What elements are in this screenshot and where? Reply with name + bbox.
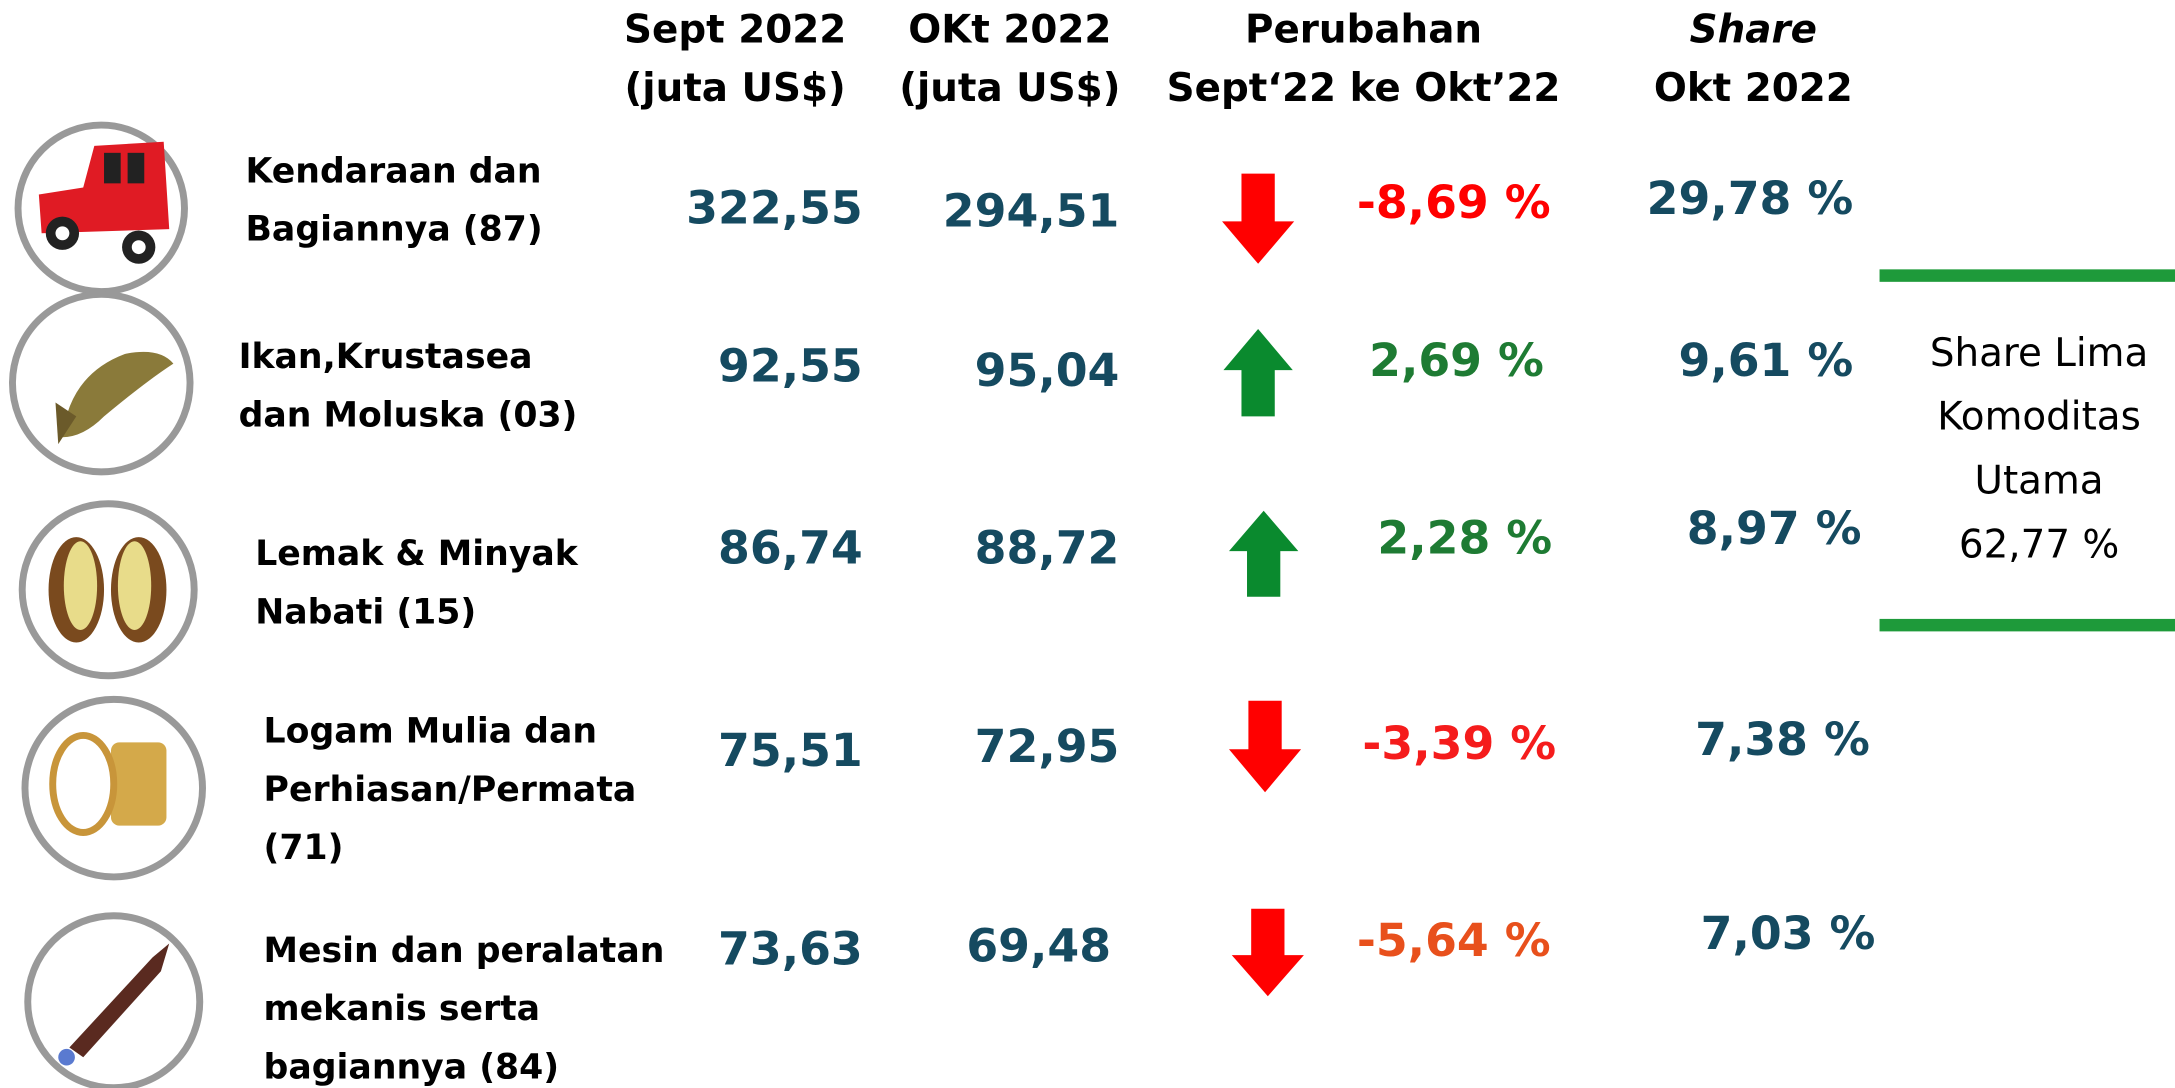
okt-value: 88,72 xyxy=(975,521,1120,574)
column-header: Share xyxy=(1690,8,1817,53)
share-value: 7,03 % xyxy=(1701,907,1876,960)
change-value: 2,28 % xyxy=(1377,512,1552,565)
commodity-name: Kendaraan dan xyxy=(246,151,542,191)
commodity-name: Nabati (15) xyxy=(255,592,476,632)
arrow-down xyxy=(1231,908,1304,997)
sept-value: 322,55 xyxy=(686,182,863,235)
column-header: (juta US$) xyxy=(625,66,846,111)
commodity-name: bagiannya (84) xyxy=(264,1047,560,1087)
side-note: 62,77 % xyxy=(1959,522,2119,567)
column-header: (juta US$) xyxy=(899,66,1120,111)
change-value: -5,64 % xyxy=(1357,914,1551,967)
side-note: Share Lima xyxy=(1930,331,2148,376)
icon-rocket xyxy=(24,912,204,1088)
column-header: Okt 2022 xyxy=(1654,66,1853,111)
share-value: 8,97 % xyxy=(1687,502,1862,555)
okt-value: 294,51 xyxy=(943,184,1120,237)
commodity-name: Ikan,Krustasea xyxy=(239,337,533,377)
commodity-name: Bagiannya (87) xyxy=(246,210,543,250)
change-value: 2,69 % xyxy=(1369,334,1544,387)
okt-value: 69,48 xyxy=(966,920,1111,973)
share-value: 7,38 % xyxy=(1695,713,1870,766)
column-header: Sept 2022 xyxy=(624,8,846,53)
arrow-up xyxy=(1223,328,1293,417)
column-header: OKt 2022 xyxy=(908,8,1111,53)
bracket-line xyxy=(1879,618,2175,632)
sept-value: 92,55 xyxy=(718,340,863,393)
column-header: Sept‘22 ke Okt’22 xyxy=(1167,66,1561,111)
share-value: 9,61 % xyxy=(1678,334,1853,387)
sept-value: 86,74 xyxy=(718,521,863,574)
change-value: -3,39 % xyxy=(1362,717,1556,770)
icon-coconut xyxy=(18,500,198,680)
arrow-down xyxy=(1222,173,1295,264)
arrow-up xyxy=(1228,510,1299,597)
arrow-down xyxy=(1228,700,1302,793)
commodity-name: mekanis serta xyxy=(264,989,540,1029)
icon-gold xyxy=(21,695,206,881)
commodity-name: Logam Mulia dan xyxy=(264,712,598,752)
commodity-name: dan Moluska (03) xyxy=(239,395,578,435)
sept-value: 75,51 xyxy=(718,724,863,777)
side-note: Utama xyxy=(1975,458,2104,503)
commodity-name: Perhiasan/Permata xyxy=(264,770,637,810)
commodity-name: Lemak & Minyak xyxy=(255,534,579,574)
icon-fish xyxy=(9,290,194,476)
change-value: -8,69 % xyxy=(1357,176,1551,229)
commodity-name: Mesin dan peralatan xyxy=(264,931,665,971)
side-note: Komoditas xyxy=(1937,395,2141,440)
okt-value: 72,95 xyxy=(975,720,1120,773)
okt-value: 95,04 xyxy=(975,344,1120,397)
icon-car xyxy=(14,121,188,296)
column-header: Perubahan xyxy=(1245,8,1482,53)
sept-value: 73,63 xyxy=(718,922,863,975)
bracket-line xyxy=(1879,269,2175,282)
commodity-name: (71) xyxy=(264,828,344,868)
share-value: 29,78 % xyxy=(1647,172,1854,225)
